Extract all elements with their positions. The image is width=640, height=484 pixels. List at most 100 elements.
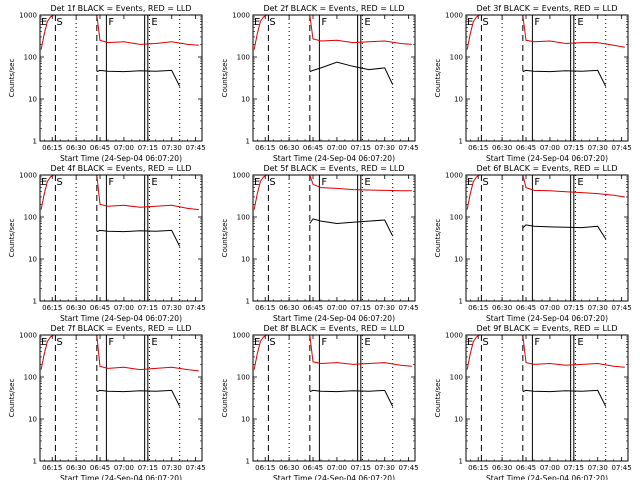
x-tick-label: 06:15	[42, 464, 62, 472]
x-tick-label: 07:45	[612, 304, 632, 312]
panel-title: Det 8f BLACK = Events, RED = LLD	[263, 324, 404, 333]
detector-panel-1: Det 1f BLACK = Events, RED = LLD Counts/s…	[8, 4, 206, 163]
marker-label-f: F	[321, 17, 327, 28]
events-rate-series-line	[96, 389, 181, 407]
x-tick-label: 07:15	[138, 144, 158, 152]
x-tick-label: 07:15	[564, 464, 584, 472]
y-tick-label: 1	[246, 298, 250, 306]
x-tick-label: 06:15	[255, 464, 275, 472]
x-tick-label: 06:30	[492, 144, 512, 152]
x-tick-label: 07:15	[351, 464, 371, 472]
marker-label-e: E	[467, 177, 473, 188]
x-tick-label: 07:30	[375, 304, 395, 312]
y-axis-label: Counts/sec	[8, 59, 16, 98]
y-tick-label: 10	[241, 256, 250, 264]
x-axis-label: Start Time (24-Sep-04 06:07:20)	[486, 314, 608, 323]
x-tick-label: 06:15	[468, 304, 488, 312]
x-axis-label: Start Time (24-Sep-04 06:07:20)	[60, 474, 182, 480]
panel-title: Det 4f BLACK = Events, RED = LLD	[50, 164, 191, 173]
x-axis-label: Start Time (24-Sep-04 06:07:20)	[273, 154, 395, 163]
lld-rate-series-line	[522, 14, 625, 48]
marker-label-s: S	[482, 337, 488, 348]
x-tick-label: 07:30	[162, 144, 182, 152]
x-tick-label: 06:45	[90, 144, 110, 152]
y-axis-label: Counts/sec	[221, 219, 229, 258]
marker-label-s: S	[56, 177, 62, 188]
plot-frame	[465, 174, 629, 302]
x-tick-label: 06:30	[492, 304, 512, 312]
y-tick-label: 10	[28, 96, 37, 104]
lld-rise-series-line	[253, 14, 268, 50]
x-tick-label: 07:45	[399, 144, 419, 152]
y-tick-label: 1000	[445, 172, 463, 180]
y-axis-label: Counts/sec	[434, 379, 442, 418]
panel-title: Det 6f BLACK = Events, RED = LLD	[476, 164, 617, 173]
x-axis-label: Start Time (24-Sep-04 06:07:20)	[60, 314, 182, 323]
y-tick-label: 100	[237, 214, 250, 222]
detector-panel-2: Det 2f BLACK = Events, RED = LLD Counts/s…	[221, 4, 419, 163]
marker-label-e: E	[467, 17, 473, 28]
lld-rise-series-line	[466, 334, 481, 370]
y-tick-label: 100	[450, 214, 463, 222]
detector-panel-7: Det 7f BLACK = Events, RED = LLD Counts/s…	[8, 324, 206, 483]
lld-rate-series-line	[96, 14, 199, 46]
x-tick-label: 06:45	[90, 464, 110, 472]
y-tick-label: 10	[454, 256, 463, 264]
plot-frame	[465, 334, 629, 462]
y-tick-label: 1000	[445, 12, 463, 20]
detector-panel-9: Det 9f BLACK = Events, RED = LLD Counts/s…	[434, 324, 632, 483]
x-tick-label: 07:00	[540, 464, 560, 472]
y-tick-label: 1000	[19, 172, 37, 180]
marker-label-e: E	[151, 17, 157, 28]
y-tick-label: 100	[24, 214, 37, 222]
x-tick-label: 06:15	[255, 304, 275, 312]
y-tick-label: 1	[33, 138, 37, 146]
detector-panel-6: Det 6f BLACK = Events, RED = LLD Counts/s…	[434, 164, 632, 323]
y-axis-label: Counts/sec	[8, 219, 16, 258]
y-tick-label: 10	[28, 256, 37, 264]
y-tick-label: 1	[459, 138, 463, 146]
x-tick-label: 07:00	[540, 304, 560, 312]
detector-panel-8: Det 8f BLACK = Events, RED = LLD Counts/s…	[221, 324, 419, 483]
x-tick-label: 06:45	[90, 304, 110, 312]
y-tick-label: 1000	[232, 172, 250, 180]
y-tick-label: 10	[454, 96, 463, 104]
y-axis-label: Counts/sec	[434, 219, 442, 258]
x-tick-label: 06:15	[42, 144, 62, 152]
lld-rise-series-line	[40, 14, 55, 50]
marker-label-f: F	[534, 177, 540, 188]
marker-label-s: S	[56, 17, 62, 28]
marker-label-f: F	[534, 337, 540, 348]
x-tick-label: 07:00	[114, 304, 134, 312]
x-tick-label: 07:45	[399, 464, 419, 472]
x-tick-label: 07:15	[138, 304, 158, 312]
lld-rate-series-line	[522, 334, 625, 368]
lld-rate-series-line	[522, 174, 625, 198]
y-tick-label: 1000	[19, 332, 37, 340]
y-axis-label: Counts/sec	[221, 379, 229, 418]
plot-frame	[252, 334, 416, 462]
marker-label-e: E	[364, 177, 370, 188]
lld-rise-series-line	[40, 174, 55, 210]
plot-frame	[465, 14, 629, 142]
marker-label-f: F	[108, 177, 114, 188]
y-tick-label: 100	[24, 54, 37, 62]
marker-label-e: E	[41, 177, 47, 188]
y-tick-label: 1	[33, 458, 37, 466]
lld-rate-series-line	[96, 174, 199, 211]
y-tick-label: 100	[450, 54, 463, 62]
x-tick-label: 06:30	[279, 144, 299, 152]
y-tick-label: 1	[33, 298, 37, 306]
x-tick-label: 07:30	[162, 304, 182, 312]
x-tick-label: 07:45	[186, 144, 206, 152]
x-tick-label: 07:15	[138, 464, 158, 472]
x-tick-label: 07:30	[588, 464, 608, 472]
y-axis-label: Counts/sec	[434, 59, 442, 98]
x-tick-label: 06:45	[303, 304, 323, 312]
x-tick-label: 07:00	[327, 304, 347, 312]
x-tick-label: 07:45	[186, 464, 206, 472]
y-tick-label: 10	[28, 416, 37, 424]
marker-label-e: E	[254, 177, 260, 188]
marker-label-e: E	[254, 337, 260, 348]
